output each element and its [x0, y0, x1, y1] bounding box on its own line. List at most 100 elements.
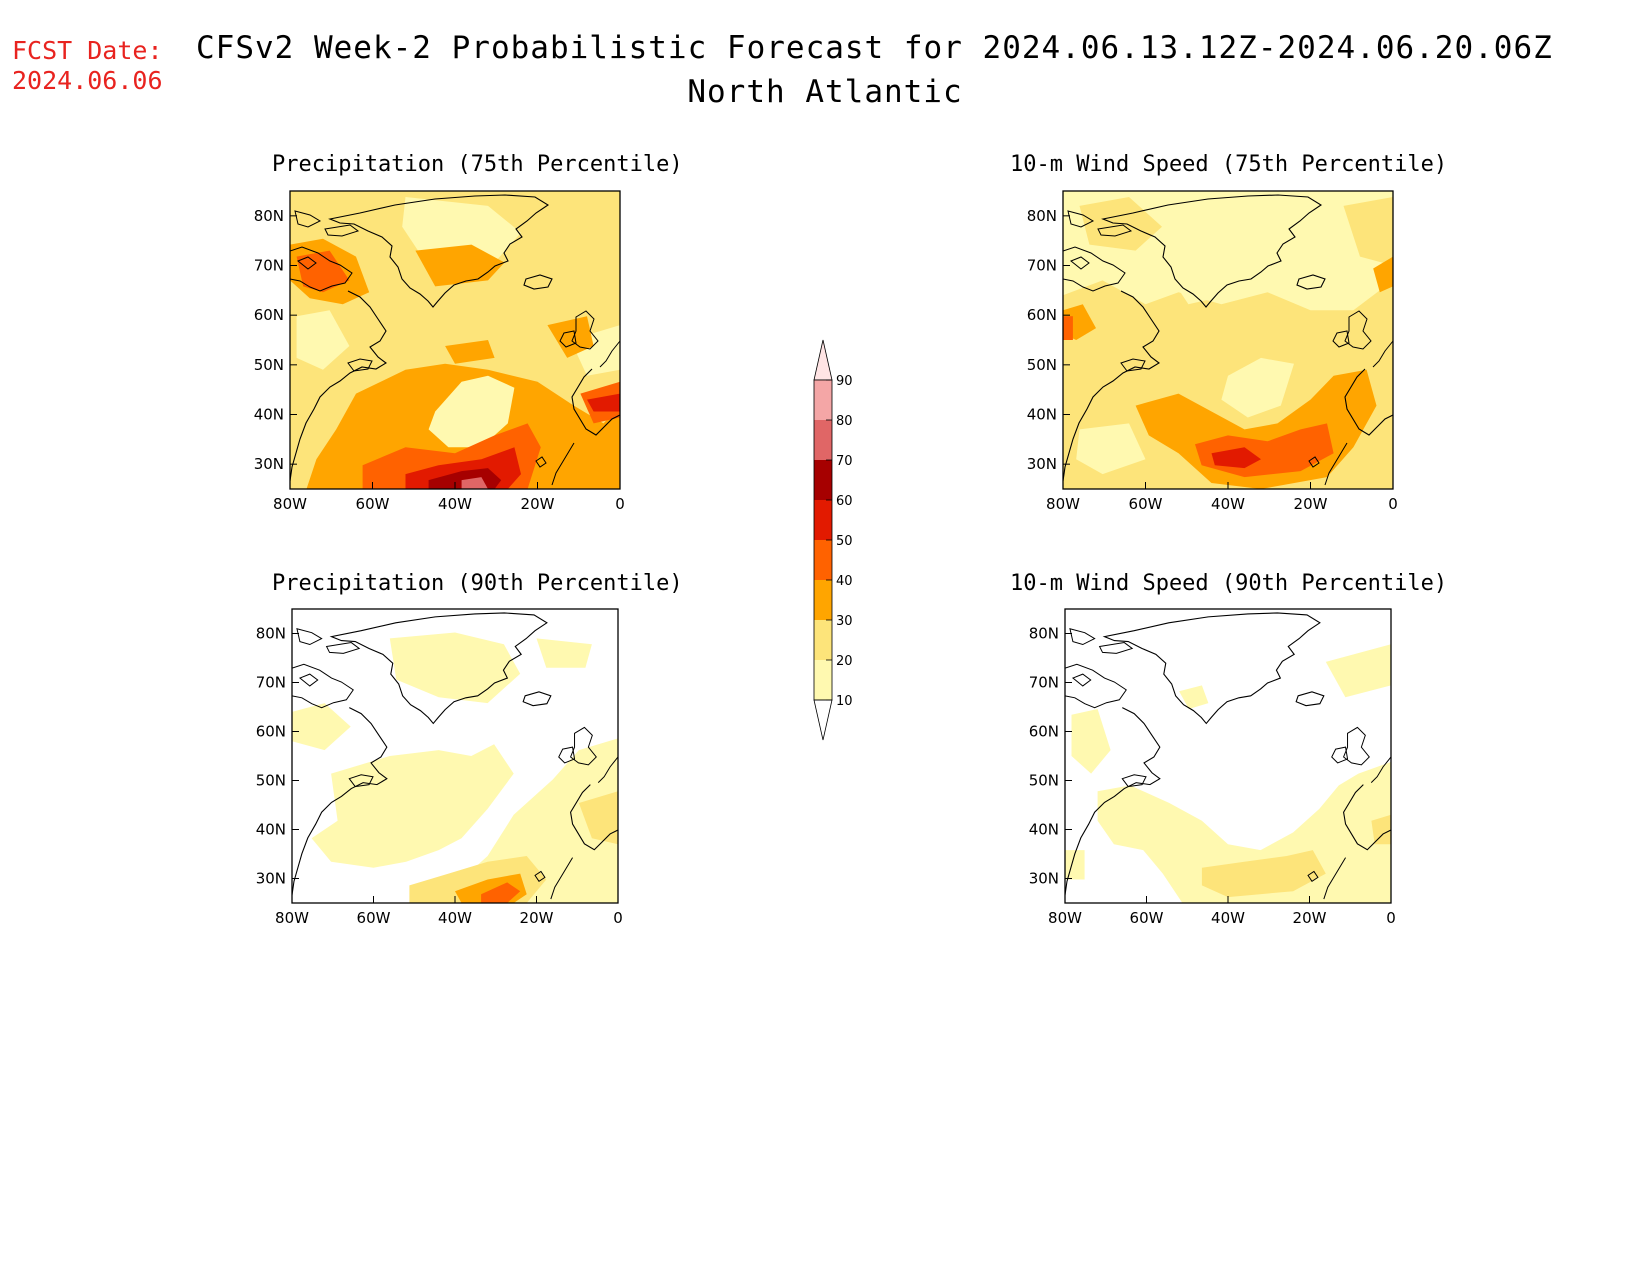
fcst-date: 2024.06.06: [12, 66, 163, 95]
lat-tick-label: 40N: [256, 821, 286, 839]
lat-tick-label: 70N: [254, 257, 284, 275]
lon-tick-label: 20W: [1294, 495, 1328, 513]
lat-tick-label: 80N: [1029, 625, 1059, 643]
colorbar-tick-label: 60: [836, 494, 853, 509]
probability-contour: [1179, 685, 1209, 709]
fcst-label: FCST Date:: [12, 36, 163, 65]
probability-contour: [1325, 644, 1391, 698]
lat-tick-label: 70N: [1029, 674, 1059, 692]
probability-contour: [1373, 256, 1393, 293]
colorbar-tick-label: 30: [836, 614, 853, 629]
lon-tick-label: 0: [615, 495, 625, 513]
colorbar-top-arrow: [813, 339, 833, 381]
probability-contour: [1201, 850, 1326, 898]
colorbar-segment: [814, 380, 832, 420]
lat-tick-label: 40N: [254, 406, 284, 424]
lon-tick-label: 0: [613, 909, 623, 927]
probability-contour: [1063, 316, 1073, 340]
colorbar-segment: [814, 620, 832, 660]
probability-contour: [296, 250, 350, 293]
map-panel-wind75: 80N 70N 60N 50N 40N 30N 80W 60W 40W 20W 0: [1027, 190, 1398, 513]
colorbar-tick-label: 40: [836, 574, 853, 589]
lat-tick-label: 50N: [1029, 772, 1059, 790]
map-panel-precip75: 80N 70N 60N 50N 40N 30N 80W 60W 40W 20W 0: [254, 190, 625, 513]
probability-contour: [445, 340, 495, 364]
probability-contour: [1071, 709, 1111, 774]
shading-layer: [290, 191, 620, 489]
title-text: CFSv2 Week-2 Probabilistic Forecast for …: [196, 30, 1553, 66]
lon-tick-label: 80W: [273, 495, 307, 513]
probability-contour: [1221, 357, 1294, 418]
shading-layer: [292, 632, 618, 903]
region-text: North Atlantic: [687, 74, 963, 110]
lat-tick-label: 60N: [254, 306, 284, 324]
lon-tick-label: 80W: [1046, 495, 1080, 513]
colorbar-tick-label: 50: [836, 534, 853, 549]
lon-tick-label: 80W: [275, 909, 309, 927]
lat-tick-label: 40N: [1029, 821, 1059, 839]
probability-contour: [481, 882, 521, 903]
colorbar-tick-label: 70: [836, 454, 853, 469]
colorbar: 90 80 70 60 50 40 30 20 10: [813, 339, 853, 741]
colorbar-tick-label: 20: [836, 654, 853, 669]
map-panel-precip90: 80N 70N 60N 50N 40N 30N 80W 60W 40W 20W 0: [256, 608, 623, 927]
lon-tick-label: 20W: [521, 495, 555, 513]
lon-tick-label: 40W: [438, 909, 472, 927]
lon-tick-label: 20W: [520, 909, 554, 927]
probability-contour: [587, 393, 620, 412]
probability-contour: [461, 477, 488, 489]
lat-tick-label: 50N: [254, 356, 284, 374]
probability-contour: [292, 703, 351, 751]
probability-contour: [1076, 423, 1146, 475]
colorbar-tick-label: 90: [836, 374, 853, 389]
lat-tick-label: 30N: [1029, 870, 1059, 888]
shading-layer: [1065, 644, 1391, 903]
colorbar-bottom-arrow: [813, 699, 833, 741]
lat-tick-label: 80N: [1027, 207, 1057, 225]
probability-contour: [428, 375, 515, 448]
probability-contour: [1168, 265, 1228, 305]
lon-tick-label: 60W: [357, 909, 391, 927]
probability-contour: [1211, 447, 1261, 469]
colorbar-segment: [814, 420, 832, 460]
lon-tick-label: 40W: [1211, 495, 1245, 513]
lon-tick-label: 20W: [1293, 909, 1327, 927]
lon-tick-label: 60W: [356, 495, 390, 513]
probability-contour: [296, 310, 350, 370]
lon-tick-label: 60W: [1130, 909, 1164, 927]
lat-tick-label: 60N: [1029, 723, 1059, 741]
panel-title-wind75: 10-m Wind Speed (75th Percentile): [1010, 152, 1448, 177]
lon-tick-label: 80W: [1048, 909, 1082, 927]
probability-contour: [1371, 814, 1391, 845]
lat-tick-label: 60N: [256, 723, 286, 741]
map-panel-wind90: 80N 70N 60N 50N 40N 30N 80W 60W 40W 20W 0: [1029, 608, 1396, 927]
colorbar-segment: [814, 660, 832, 700]
lat-tick-label: 30N: [256, 870, 286, 888]
lat-tick-label: 30N: [254, 455, 284, 473]
lon-tick-label: 0: [1386, 909, 1396, 927]
probability-contour: [1343, 197, 1393, 266]
colorbar-tick-label: 80: [836, 414, 853, 429]
colorbar-tick-label: 10: [836, 694, 853, 709]
probability-contour: [438, 738, 618, 903]
lon-tick-label: 40W: [438, 495, 472, 513]
probability-contour: [536, 638, 592, 668]
panel-title-wind90: 10-m Wind Speed (90th Percentile): [1010, 571, 1448, 596]
lat-tick-label: 60N: [1027, 306, 1057, 324]
lat-tick-label: 80N: [256, 625, 286, 643]
lon-tick-label: 0: [1388, 495, 1398, 513]
lat-tick-label: 80N: [254, 207, 284, 225]
lat-tick-label: 40N: [1027, 406, 1057, 424]
panel-title-precip75: Precipitation (75th Percentile): [272, 152, 683, 177]
panel-title-precip90: Precipitation (90th Percentile): [272, 571, 683, 596]
forecast-date-label: FCST Date: 2024.06.06: [12, 36, 163, 96]
lat-tick-label: 50N: [1027, 356, 1057, 374]
probability-contour: [578, 791, 618, 845]
lat-tick-label: 30N: [1027, 455, 1057, 473]
lat-tick-label: 70N: [256, 674, 286, 692]
lat-tick-label: 50N: [256, 772, 286, 790]
colorbar-segment: [814, 540, 832, 580]
lat-tick-label: 70N: [1027, 257, 1057, 275]
colorbar-segment: [814, 460, 832, 500]
